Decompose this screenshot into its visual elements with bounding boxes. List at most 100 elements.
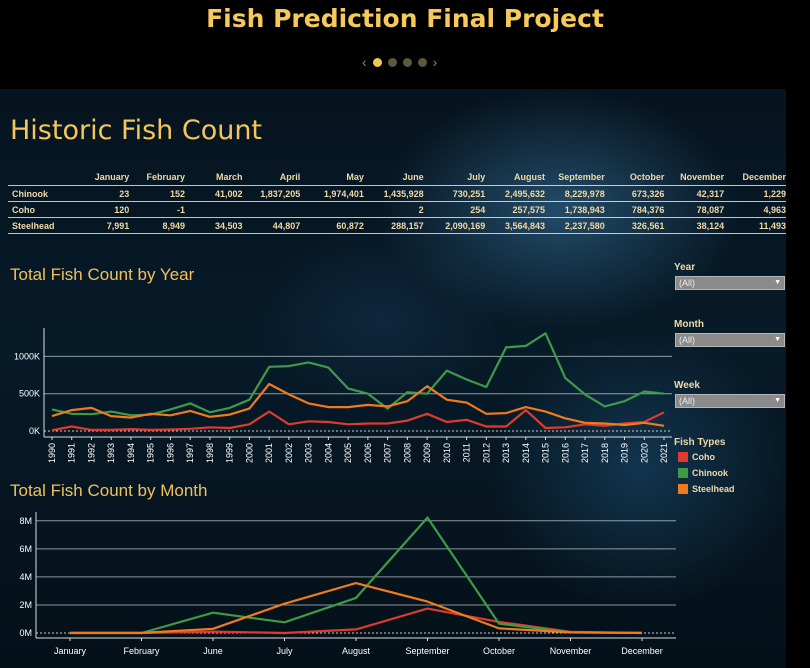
y-tick-label: 2M (19, 600, 32, 610)
y-tick-label: 0M (19, 628, 32, 638)
chevron-down-icon: ▼ (774, 336, 781, 343)
week-filter-label: Week (674, 380, 700, 391)
table-cell: 8,949 (129, 217, 186, 234)
table-cell: 42,317 (664, 185, 725, 202)
x-tick-label: 1993 (106, 443, 116, 463)
series-line-steelhead[interactable] (51, 382, 665, 427)
table-cell: 673,326 (604, 185, 665, 202)
month-header: June (402, 171, 424, 182)
table-cell: 2,495,632 (485, 185, 545, 202)
table-cell: 38,124 (664, 217, 725, 234)
legend-label: Coho (692, 452, 715, 462)
y-tick-label: 8M (19, 516, 32, 526)
y-tick-label: 4M (19, 572, 32, 582)
table-cell: 326,561 (604, 217, 665, 234)
table-cell: 120 (73, 201, 130, 218)
legend-item-coho[interactable]: Coho (678, 452, 715, 462)
x-tick-label: January (54, 646, 87, 656)
x-tick-label: 2001 (264, 443, 274, 463)
y-tick-label: 0K (29, 426, 40, 436)
year-filter-label: Year (674, 262, 696, 273)
table-row: Chinook 23 152 41,002 1,837,205 1,974,401 1,43… (8, 185, 786, 202)
legend-item-chinook[interactable]: Chinook (678, 468, 728, 478)
table-cell: 254 (423, 201, 486, 218)
table-cell (242, 201, 301, 218)
month-header: November (680, 171, 725, 182)
month-filter-value: (All) (679, 335, 695, 345)
year-filter-dropdown[interactable]: (All) ▼ (675, 276, 785, 290)
series-line-chinook[interactable] (70, 516, 643, 635)
x-tick-label: February (123, 646, 160, 656)
month-header: January (94, 171, 130, 182)
x-tick-label: November (550, 646, 592, 656)
x-tick-label: 2003 (304, 443, 314, 463)
row-label: Coho (8, 201, 74, 218)
table-cell: 1,837,205 (242, 185, 301, 202)
x-tick-label: 2011 (462, 443, 472, 462)
x-tick-label: 2012 (481, 443, 491, 463)
table-cell: 4,963 (724, 201, 786, 218)
month-header: October (629, 171, 665, 182)
chevron-down-icon: ▼ (774, 397, 781, 404)
month-header: March (216, 171, 243, 182)
x-tick-label: 2006 (363, 443, 373, 463)
month-header: April (279, 171, 301, 182)
chevron-right-icon[interactable]: › (432, 54, 438, 70)
y-tick-label: 6M (19, 544, 32, 554)
x-tick-label: 2005 (343, 443, 353, 463)
table-cell: 152 (129, 185, 186, 202)
slide-navigation: ‹ › (362, 54, 437, 70)
series-line-steelhead[interactable] (70, 581, 643, 634)
month-header: August (513, 171, 545, 182)
table-cell: 2 (363, 201, 424, 218)
table-cell: 44,807 (242, 217, 301, 234)
week-filter-dropdown[interactable]: (All) ▼ (675, 394, 785, 408)
x-tick-label: 2010 (442, 443, 452, 463)
table-cell: 11,493 (724, 217, 786, 234)
x-tick-label: June (203, 646, 223, 656)
series-line-chinook[interactable] (51, 332, 665, 417)
table-cell: 2,237,580 (544, 217, 605, 234)
legend-item-steelhead[interactable]: Steelhead (678, 484, 735, 494)
legend-swatch (678, 484, 688, 494)
table-cell: 784,376 (604, 201, 665, 218)
table-cell (300, 201, 364, 218)
month-header: September (558, 171, 605, 182)
slide-dot-4[interactable] (417, 57, 427, 67)
x-tick-label: 2020 (639, 443, 649, 463)
dashboard-title: Fish Prediction Final Project (206, 4, 604, 33)
table-cell: 41,002 (185, 185, 243, 202)
y-tick-label: 1000K (14, 351, 40, 361)
slide-dot-2[interactable] (387, 57, 397, 67)
table-cell: 60,872 (300, 217, 364, 234)
table-cell: 8,229,978 (544, 185, 605, 202)
month-line-chart: 0M 2M 4M 6M 8M January February June July August S… (19, 512, 676, 656)
chevron-left-icon[interactable]: ‹ (362, 54, 367, 70)
x-tick-label: 1992 (86, 443, 96, 463)
x-tick-label: 1996 (165, 443, 175, 463)
series-line-coho[interactable] (51, 408, 665, 432)
table-header-row: January February March April May June Ju… (8, 168, 786, 186)
table-cell: 1,738,943 (544, 201, 605, 218)
x-tick-label: 1998 (205, 443, 215, 463)
month-filter-dropdown[interactable]: (All) ▼ (675, 333, 785, 347)
year-filter-value: (All) (679, 278, 695, 288)
month-header: December (742, 171, 786, 182)
week-filter-value: (All) (679, 396, 695, 406)
slide-dot-3[interactable] (402, 57, 412, 67)
y-tick-label: 500K (19, 389, 40, 399)
table-cell: 730,251 (423, 185, 486, 202)
table-cell: 1,974,401 (300, 185, 364, 202)
legend-swatch (678, 452, 688, 462)
table-cell: 7,991 (73, 217, 130, 234)
x-tick-label: July (276, 646, 293, 656)
table-cell (185, 201, 243, 218)
table-row: Steelhead 7,991 8,949 34,503 44,807 60,872 288… (8, 217, 786, 234)
x-tick-label: 1999 (225, 443, 235, 463)
slide-dot-1[interactable] (372, 57, 382, 67)
x-tick-label: 2014 (521, 443, 531, 463)
x-tick-label: 2002 (284, 443, 294, 463)
x-tick-label: December (621, 646, 663, 656)
table-cell: -1 (129, 201, 186, 218)
x-tick-label: 2008 (402, 443, 412, 463)
